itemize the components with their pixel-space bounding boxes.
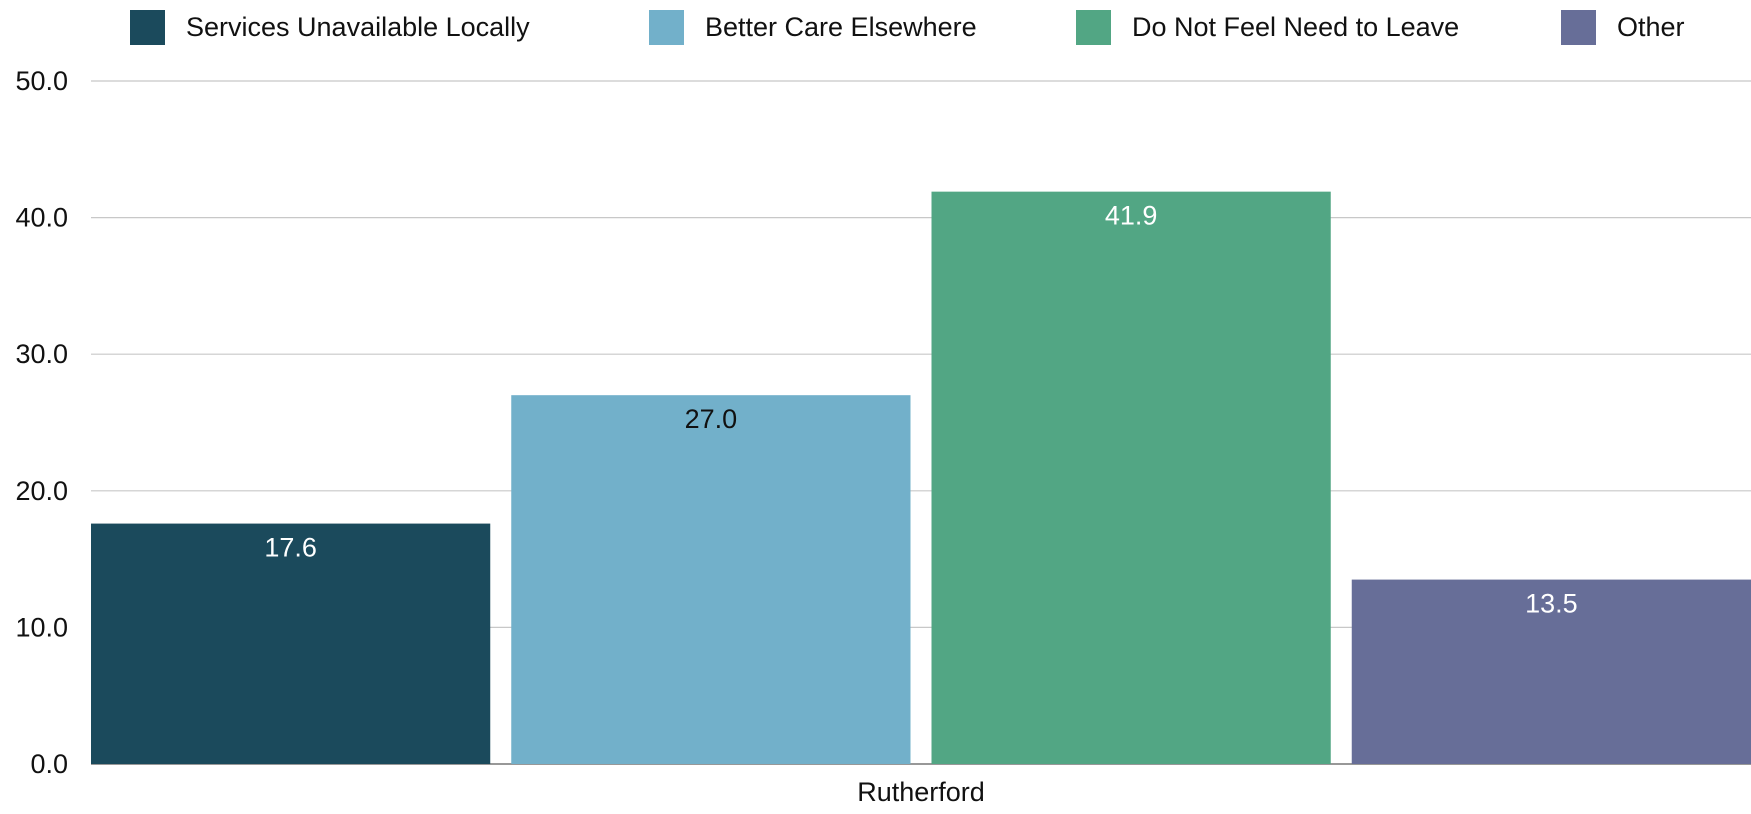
bar-value-label: 13.5 <box>1525 589 1578 619</box>
y-tick-label: 50.0 <box>15 66 68 96</box>
legend-label: Better Care Elsewhere <box>705 12 977 42</box>
legend-label: Do Not Feel Need to Leave <box>1132 12 1459 42</box>
bar <box>1351 579 1751 764</box>
bar-value-label: 17.6 <box>264 533 317 563</box>
y-tick-label: 40.0 <box>15 203 68 233</box>
legend-swatch <box>130 10 165 45</box>
bars <box>91 191 1751 764</box>
legend-label: Other <box>1617 12 1685 42</box>
bar-value-label: 27.0 <box>685 404 738 434</box>
legend-item[interactable]: Services Unavailable Locally <box>130 10 530 45</box>
data-labels: 17.6 27.0 41.9 13.5 <box>264 201 1577 619</box>
legend-item[interactable]: Other <box>1561 10 1685 45</box>
x-axis: Rutherford <box>857 777 985 807</box>
y-tick-label: 20.0 <box>15 476 68 506</box>
y-tick-label: 0.0 <box>30 749 68 779</box>
legend-swatch <box>1561 10 1596 45</box>
y-tick-label: 10.0 <box>15 612 68 642</box>
legend-item[interactable]: Better Care Elsewhere <box>649 10 977 45</box>
legend-item[interactable]: Do Not Feel Need to Leave <box>1076 10 1459 45</box>
legend-swatch <box>649 10 684 45</box>
bar <box>511 395 911 764</box>
y-axis: 0.0 10.0 20.0 30.0 40.0 50.0 <box>15 66 68 779</box>
bar-value-label: 41.9 <box>1105 201 1158 231</box>
y-tick-label: 30.0 <box>15 339 68 369</box>
legend-swatch <box>1076 10 1111 45</box>
legend-label: Services Unavailable Locally <box>186 12 530 42</box>
legend: Services Unavailable Locally Better Care … <box>130 10 1685 45</box>
bar <box>91 523 491 764</box>
x-tick-label: Rutherford <box>857 777 985 807</box>
bar <box>931 191 1331 764</box>
